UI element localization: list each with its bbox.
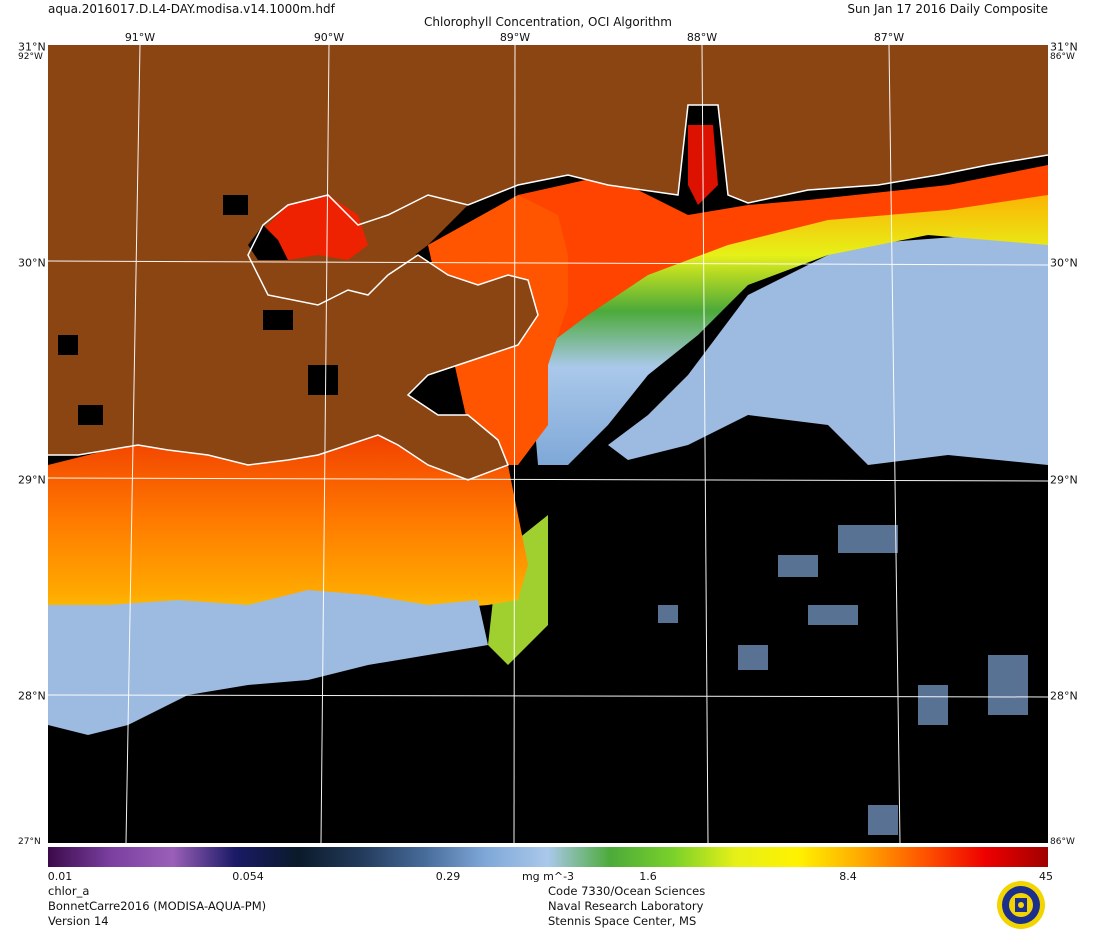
lon-label-88w: 88°W — [686, 31, 718, 44]
cb-tick-1.6: 1.6 — [639, 870, 657, 883]
meridian-88w — [701, 45, 709, 843]
version-label: Version 14 — [48, 914, 109, 928]
lat-label-29n-right: 29°N — [1050, 473, 1078, 487]
cb-tick-0.01: 0.01 — [47, 870, 73, 883]
east-offshore-water — [608, 230, 1048, 465]
org-line-2: Naval Research Laboratory — [548, 899, 704, 913]
west-blue-fringe — [48, 590, 488, 735]
cb-tick-0.054: 0.054 — [232, 870, 264, 883]
chlorophyll-map — [48, 45, 1048, 843]
region-name: BonnetCarre2016 (MODISA-AQUA-PM) — [48, 899, 267, 913]
composite-date: Sun Jan 17 2016 Daily Composite — [847, 2, 1048, 16]
lon-label-87w: 87°W — [873, 31, 905, 44]
cb-tick-8.4: 8.4 — [839, 870, 857, 883]
cb-tick-45: 45 — [1039, 870, 1053, 883]
lat-label-28n-left: 28°N — [18, 689, 46, 703]
graticule — [48, 45, 1048, 843]
coastline — [48, 104, 1048, 481]
lat-label-30n-left: 30°N — [18, 256, 46, 270]
east-nearshore-water — [528, 185, 1048, 465]
offshore-patches — [658, 525, 1028, 835]
lon-label-90w: 90°W — [313, 31, 345, 44]
meridian-91w — [125, 45, 141, 843]
land-mass — [48, 45, 1048, 480]
footer-org-info: Code 7330/Ocean Sciences Naval Research … — [548, 884, 705, 929]
inland-ponds — [58, 195, 338, 425]
lon-label-91w: 91°W — [124, 31, 156, 44]
corner-label-86w-bottom: 86°W — [1050, 837, 1075, 847]
org-line-3: Stennis Space Center, MS — [548, 914, 697, 928]
parallel-29n — [48, 477, 1048, 482]
meridian-87w — [888, 45, 901, 843]
corner-label-86w-top: 86°W — [1050, 52, 1075, 62]
lake-pontchartrain — [258, 195, 368, 260]
colorbar — [48, 847, 1048, 867]
lat-label-30n-right: 30°N — [1050, 256, 1078, 270]
corner-label-92w-top: 92°W — [18, 52, 43, 62]
map-canvas — [48, 45, 1048, 843]
lon-label-89w: 89°W — [499, 31, 531, 44]
cb-unit: mg m^-3 — [521, 870, 575, 883]
file-name: aqua.2016017.D.L4-DAY.modisa.v14.1000m.h… — [48, 2, 335, 16]
product-name: chlor_a — [48, 884, 90, 898]
lat-label-31n-right: 31°N — [1050, 40, 1078, 54]
footer-product-info: chlor_a BonnetCarre2016 (MODISA-AQUA-PM)… — [48, 884, 266, 929]
corner-label-27n-left: 27°N — [18, 837, 41, 847]
parallel-28n — [48, 694, 1048, 698]
nrl-seal-icon — [996, 880, 1046, 930]
meridian-90w — [320, 45, 330, 843]
lat-label-31n-left: 31°N — [18, 40, 46, 54]
cb-tick-0.29: 0.29 — [435, 870, 461, 883]
lat-label-29n-left: 29°N — [18, 473, 46, 487]
lat-label-28n-right: 28°N — [1050, 689, 1078, 703]
meridian-89w — [513, 45, 516, 843]
map-title: Chlorophyll Concentration, OCI Algorithm — [424, 15, 672, 29]
parallel-30n — [48, 260, 1048, 266]
east-coastal-band — [518, 165, 1048, 345]
org-line-1: Code 7330/Ocean Sciences — [548, 884, 706, 898]
